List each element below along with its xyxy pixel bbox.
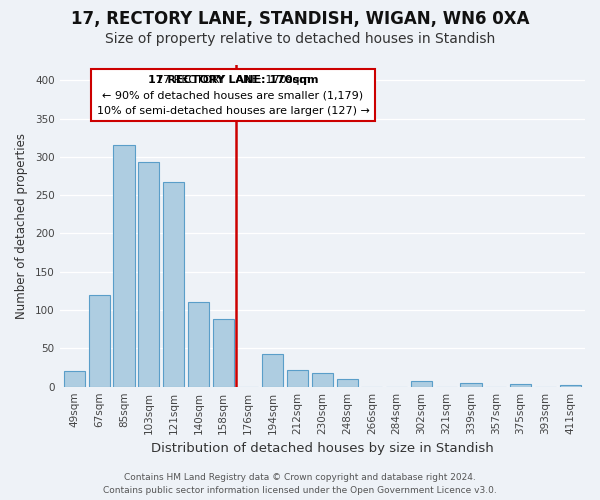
Bar (287, 370, 308, 386)
Text: 17 RECTORY LANE: 170sqm
← 90% of detached houses are smaller (1,179)
10% of semi: 17 RECTORY LANE: 170sqm ← 90% of detache… (97, 74, 370, 116)
Text: 17 RECTORY LANE: 170sqm: 17 RECTORY LANE: 170sqm (148, 74, 318, 85)
X-axis label: Distribution of detached houses by size in Standish: Distribution of detached houses by size … (151, 442, 494, 455)
Bar (460, 383, 482, 386)
Bar (138, 162, 160, 386)
Text: Size of property relative to detached houses in Standish: Size of property relative to detached ho… (105, 32, 495, 46)
Text: Contains HM Land Registry data © Crown copyright and database right 2024.
Contai: Contains HM Land Registry data © Crown c… (103, 474, 497, 495)
Bar (89, 295, 110, 386)
Bar (560, 385, 581, 386)
Bar (312, 373, 333, 386)
Bar (212, 318, 233, 386)
Bar (64, 372, 85, 386)
Bar (113, 146, 134, 386)
Y-axis label: Number of detached properties: Number of detached properties (15, 133, 28, 319)
Bar (262, 354, 283, 386)
Bar (510, 384, 531, 386)
Bar (337, 379, 358, 386)
Bar (188, 302, 209, 386)
Bar (163, 182, 184, 386)
Bar (411, 380, 432, 386)
Text: 17, RECTORY LANE, STANDISH, WIGAN, WN6 0XA: 17, RECTORY LANE, STANDISH, WIGAN, WN6 0… (71, 10, 529, 28)
